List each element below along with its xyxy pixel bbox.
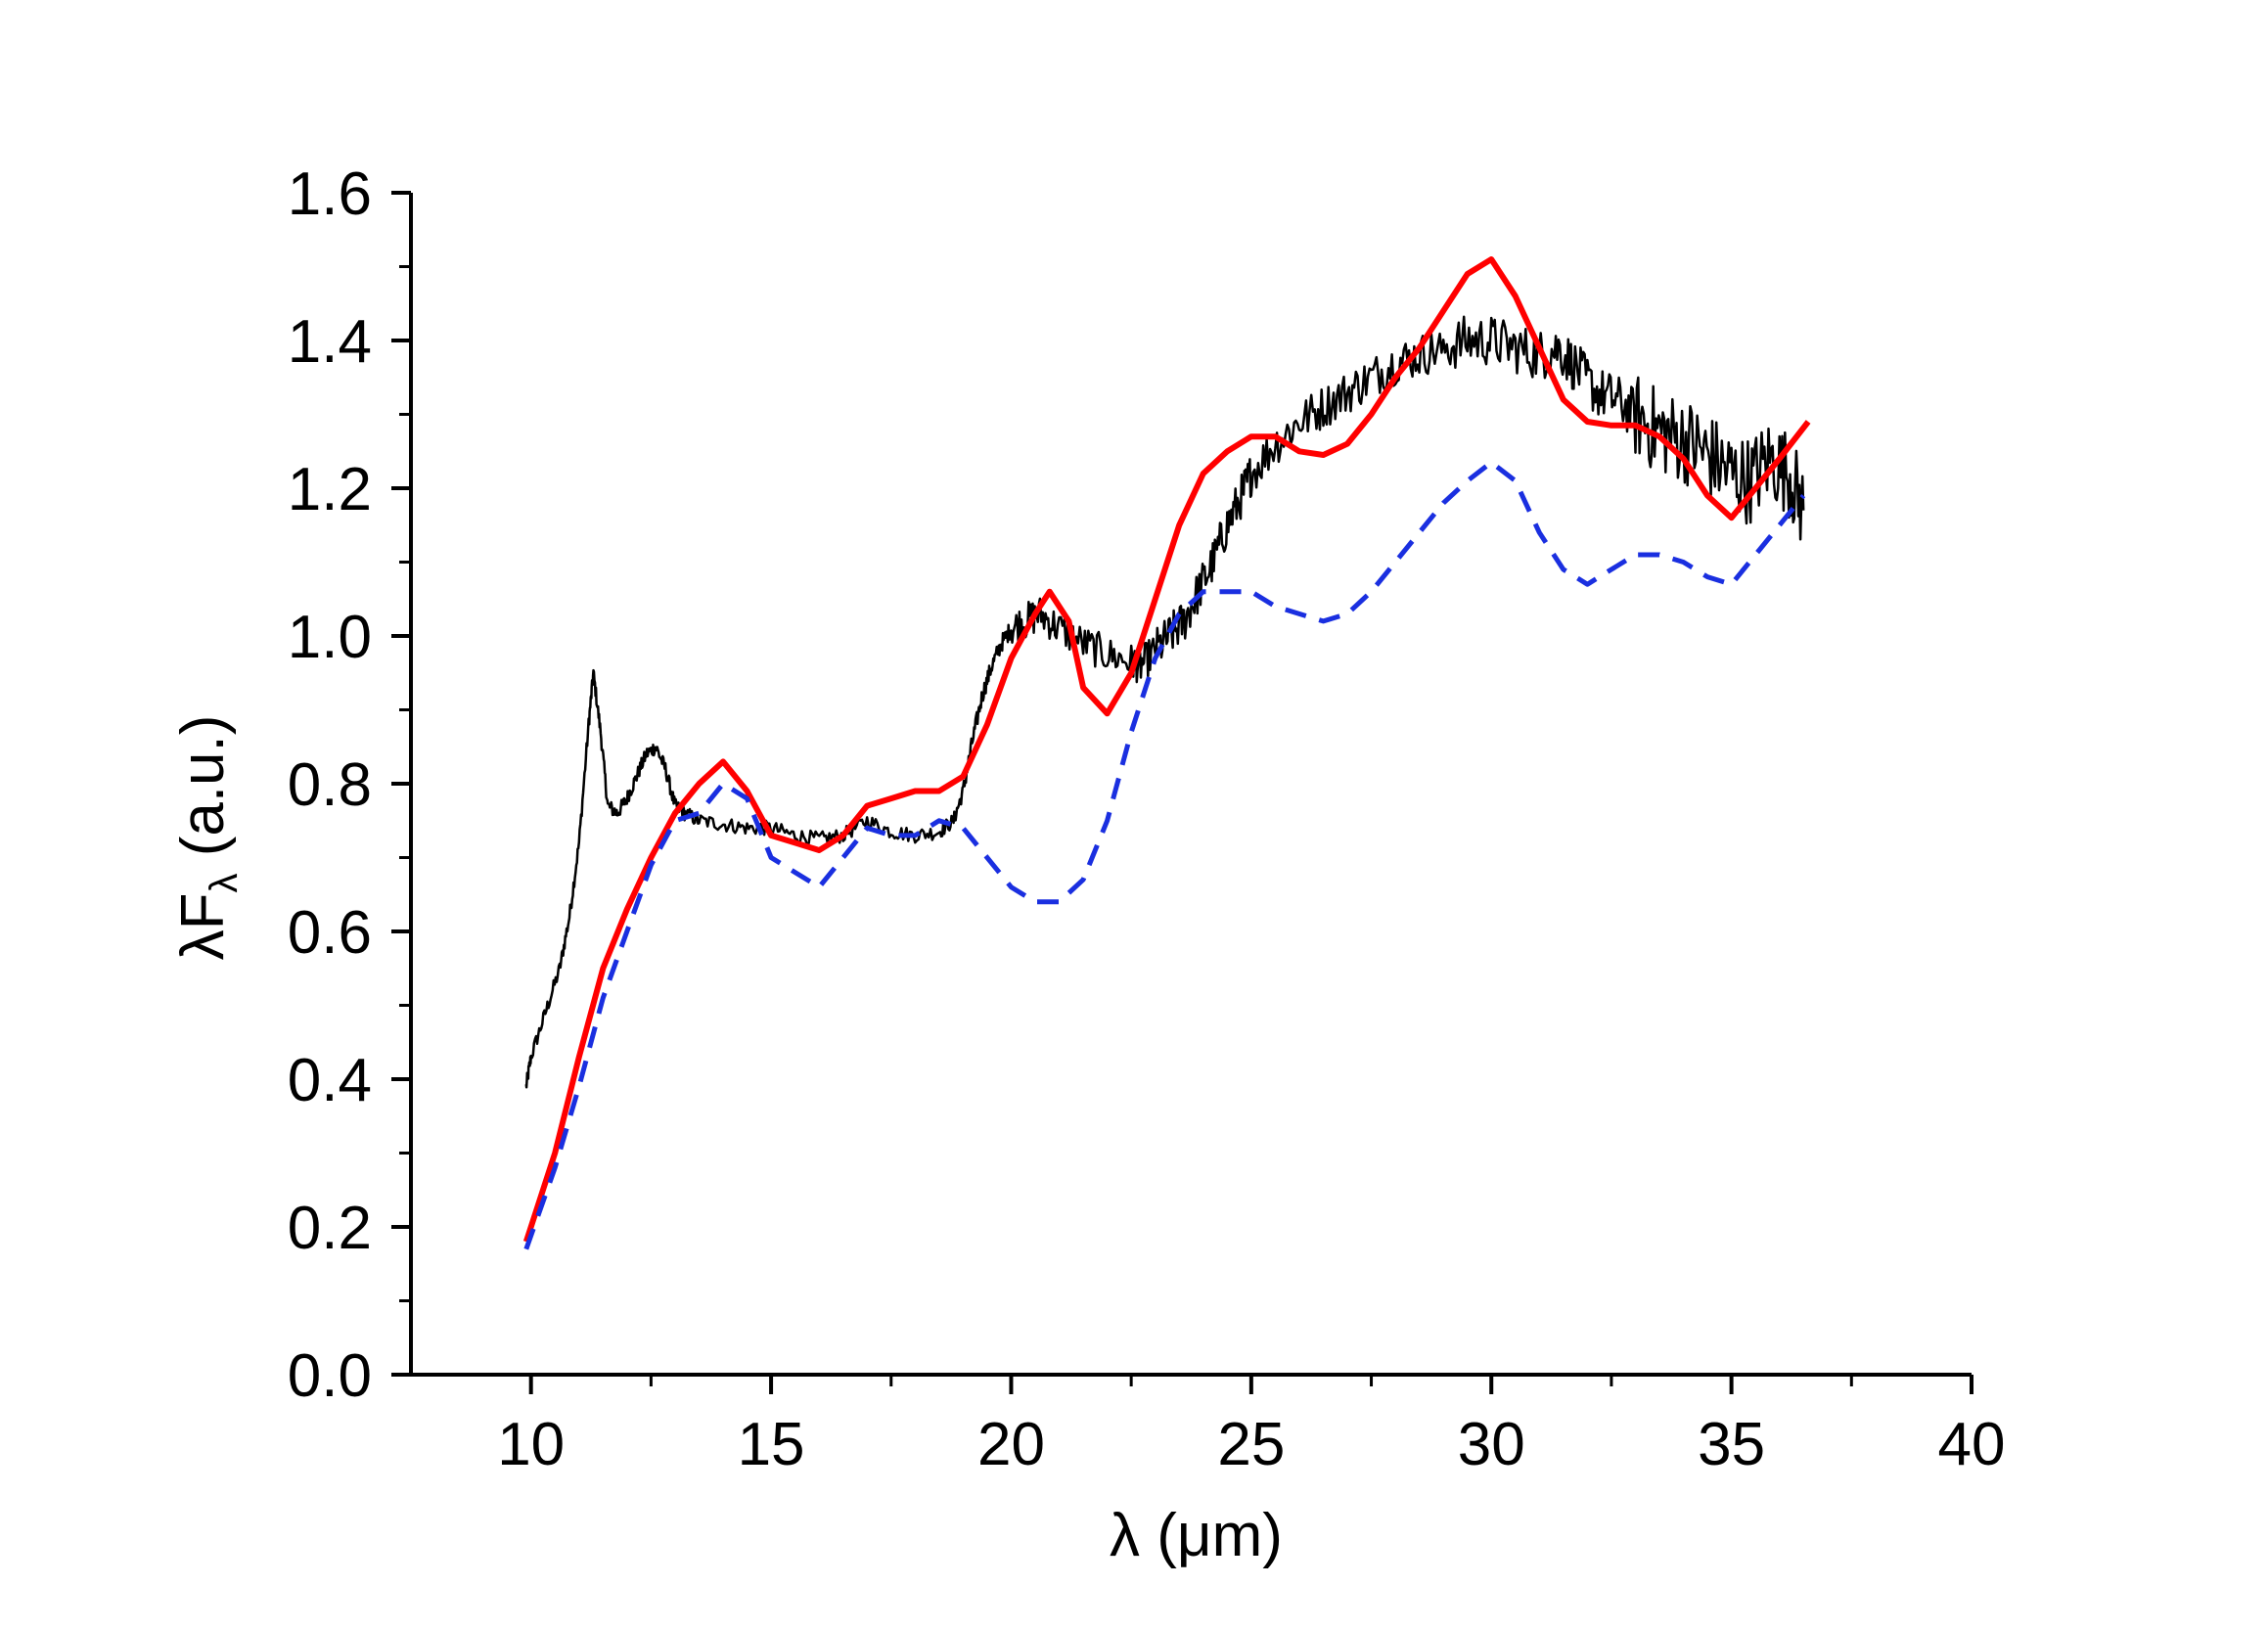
series-line-2 [522,256,1811,1244]
x-tick-label: 40 [1938,1411,2006,1478]
y-tick-label: 1.2 [288,456,372,523]
y-tick-label: 1.6 [288,160,372,228]
series-layer [522,256,1811,1250]
x-axis-ticks: 10 15 20 25 30 35 40 [497,1375,2005,1478]
x-tick-label: 20 [977,1411,1045,1478]
series-line-1 [524,315,1805,1089]
series-line-3 [523,460,1806,1250]
x-tick-label: 10 [497,1411,565,1478]
x-tick-label: 15 [738,1411,805,1478]
y-tick-label: 0.4 [288,1047,372,1114]
y-axis-title: λFλ (a.u.) [169,715,246,961]
x-tick-label: 30 [1458,1411,1525,1478]
y-tick-label: 1.4 [288,308,372,376]
y-tick-label: 0.8 [288,751,372,819]
x-axis-title: λ (μm) [1110,1502,1283,1569]
y-tick-label: 0.0 [288,1342,372,1410]
y-axis-title-suffix: (a.u.) [169,715,237,874]
y-tick-label: 1.0 [288,604,372,671]
y-axis-ticks: 0.0 0.2 0.4 0.6 0.8 1.0 1.2 1.4 1.6 [288,160,411,1410]
y-tick-label: 0.2 [288,1195,372,1262]
y-tick-label: 0.6 [288,899,372,967]
x-tick-label: 35 [1698,1411,1765,1478]
x-tick-label: 25 [1217,1411,1285,1478]
y-axis-title-main: λF [169,893,237,961]
y-axis-title-subscript: λ [203,874,246,893]
